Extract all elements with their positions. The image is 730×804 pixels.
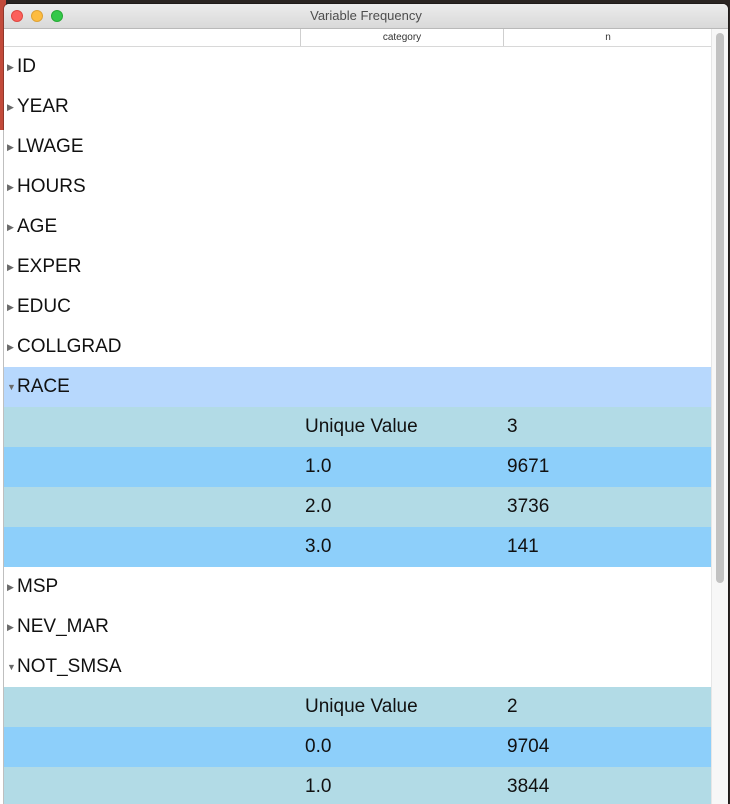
variable-name: COLLGRAD — [17, 336, 122, 357]
variable-name: RACE — [17, 376, 70, 397]
variable-row-year[interactable]: ▶ YEAR — [4, 87, 712, 127]
category-cell: 2.0 — [305, 496, 332, 517]
variable-frequency-window: Variable Frequency category n ▶ ID ▶ YEAR ▶ L… — [4, 4, 728, 804]
column-header-n[interactable]: n — [605, 32, 611, 43]
variable-row-age[interactable]: ▶ AGE — [4, 207, 712, 247]
variable-name: NOT_SMSA — [17, 656, 122, 677]
variable-name: NEV_MAR — [17, 616, 109, 637]
variable-name: ID — [17, 56, 36, 77]
count-cell: 9704 — [507, 736, 550, 757]
variable-row-id[interactable]: ▶ ID — [4, 47, 712, 87]
variable-row-hours[interactable]: ▶ HOURS — [4, 167, 712, 207]
variable-row-not-smsa[interactable]: ▼ NOT_SMSA — [4, 647, 712, 687]
category-cell: Unique Value — [305, 696, 418, 717]
minimize-button[interactable] — [31, 10, 43, 22]
variable-name: EXPER — [17, 256, 82, 277]
count-cell: 9671 — [507, 456, 550, 477]
count-cell: 3736 — [507, 496, 550, 517]
count-cell: 141 — [507, 536, 539, 557]
variable-name: YEAR — [17, 96, 69, 117]
frequency-row[interactable]: 1.0 9671 — [4, 447, 712, 487]
close-button[interactable] — [11, 10, 23, 22]
frequency-row[interactable]: 3.0 141 — [4, 527, 712, 567]
disclosure-expanded-icon[interactable]: ▼ — [7, 662, 16, 672]
disclosure-collapsed-icon[interactable]: ▶ — [7, 182, 14, 192]
table-header: category n — [4, 29, 712, 47]
disclosure-collapsed-icon[interactable]: ▶ — [7, 262, 14, 272]
category-cell: 0.0 — [305, 736, 332, 757]
variable-row-msp[interactable]: ▶ MSP — [4, 567, 712, 607]
variable-name: EDUC — [17, 296, 71, 317]
count-cell: 3 — [507, 416, 518, 437]
column-header-category[interactable]: category — [382, 32, 422, 43]
count-cell: 3844 — [507, 776, 550, 797]
category-cell: 1.0 — [305, 456, 332, 477]
variable-row-exper[interactable]: ▶ EXPER — [4, 247, 712, 287]
variable-name: MSP — [17, 576, 59, 597]
disclosure-collapsed-icon[interactable]: ▶ — [7, 302, 14, 312]
zoom-button[interactable] — [51, 10, 63, 22]
disclosure-collapsed-icon[interactable]: ▶ — [7, 342, 14, 352]
disclosure-collapsed-icon[interactable]: ▶ — [7, 62, 14, 72]
count-cell: 2 — [507, 696, 518, 717]
disclosure-collapsed-icon[interactable]: ▶ — [7, 582, 14, 592]
disclosure-collapsed-icon[interactable]: ▶ — [7, 222, 14, 232]
frequency-outline: ▶ ID ▶ YEAR ▶ LWAGE ▶ HOURS ▶ AGE ▶ EXPER ▶ EDUC ▶ COLL… — [4, 47, 712, 804]
variable-name: AGE — [17, 216, 58, 237]
variable-name: HOURS — [17, 176, 86, 197]
disclosure-expanded-icon[interactable]: ▼ — [7, 382, 16, 392]
background-app — [0, 0, 6, 804]
window-title: Variable Frequency — [310, 8, 422, 23]
category-cell: 3.0 — [305, 536, 332, 557]
variable-row-lwage[interactable]: ▶ LWAGE — [4, 127, 712, 167]
disclosure-collapsed-icon[interactable]: ▶ — [7, 102, 14, 112]
frequency-row[interactable]: 2.0 3736 — [4, 487, 712, 527]
title-bar[interactable]: Variable Frequency — [4, 4, 728, 29]
disclosure-collapsed-icon[interactable]: ▶ — [7, 622, 14, 632]
category-cell: Unique Value — [305, 416, 418, 437]
vertical-scrollbar[interactable] — [711, 29, 728, 804]
variable-row-educ[interactable]: ▶ EDUC — [4, 287, 712, 327]
disclosure-collapsed-icon[interactable]: ▶ — [7, 142, 14, 152]
scrollbar-thumb[interactable] — [716, 33, 724, 583]
variable-name: LWAGE — [17, 136, 84, 157]
column-separator[interactable] — [503, 29, 505, 46]
frequency-row[interactable]: 1.0 3844 — [4, 767, 712, 804]
variable-row-collgrad[interactable]: ▶ COLLGRAD — [4, 327, 712, 367]
column-separator[interactable] — [300, 29, 302, 46]
variable-row-nev-mar[interactable]: ▶ NEV_MAR — [4, 607, 712, 647]
frequency-row[interactable]: 0.0 9704 — [4, 727, 712, 767]
frequency-row[interactable]: Unique Value 2 — [4, 687, 712, 727]
variable-row-race[interactable]: ▼ RACE — [4, 367, 712, 407]
category-cell: 1.0 — [305, 776, 332, 797]
frequency-row[interactable]: Unique Value 3 — [4, 407, 712, 447]
